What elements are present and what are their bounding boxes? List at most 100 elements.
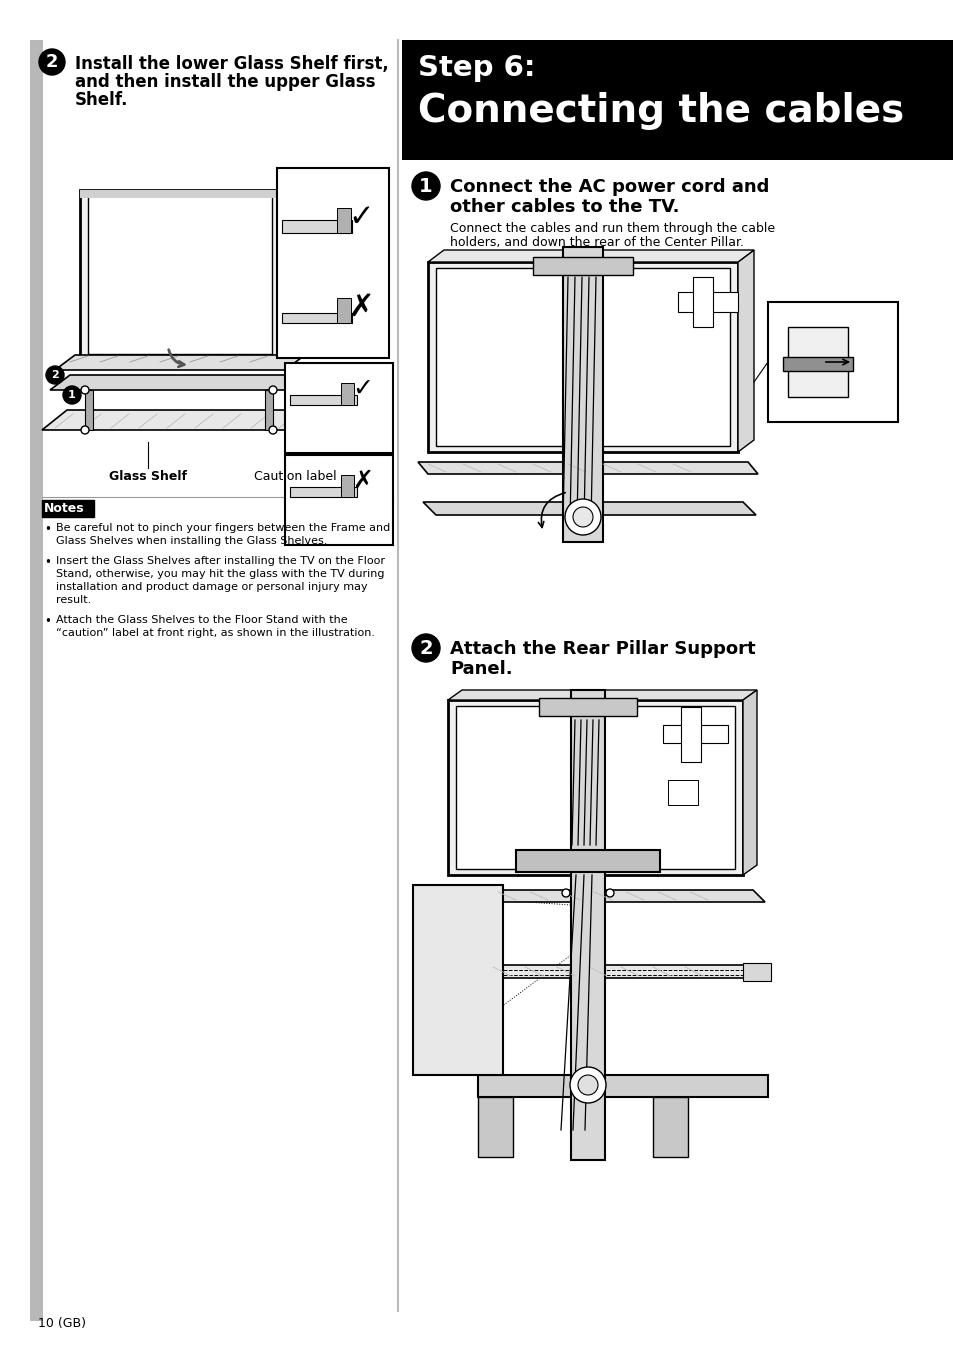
- Circle shape: [269, 426, 276, 434]
- Bar: [652, 1097, 687, 1156]
- Bar: [562, 247, 602, 542]
- Text: and then install the upper Glass: and then install the upper Glass: [75, 73, 375, 91]
- Bar: [340, 382, 354, 405]
- Bar: [667, 780, 698, 805]
- Polygon shape: [742, 690, 757, 875]
- Polygon shape: [477, 965, 770, 978]
- Bar: [336, 208, 351, 232]
- Text: ✗: ✗: [348, 293, 374, 322]
- Bar: [782, 357, 852, 372]
- Bar: [678, 292, 738, 312]
- Bar: [276, 168, 389, 358]
- Bar: [88, 196, 272, 354]
- Circle shape: [81, 386, 89, 394]
- Polygon shape: [448, 690, 757, 700]
- Bar: [340, 476, 354, 497]
- Text: •: •: [44, 615, 51, 628]
- Text: Attach the Rear Pillar Support: Attach the Rear Pillar Support: [450, 640, 755, 658]
- Text: other cables to the TV.: other cables to the TV.: [450, 199, 679, 216]
- Circle shape: [269, 386, 276, 394]
- Polygon shape: [482, 890, 764, 902]
- Circle shape: [39, 49, 65, 76]
- Polygon shape: [290, 394, 356, 405]
- Bar: [428, 262, 738, 453]
- Bar: [448, 700, 742, 875]
- Text: Caution label: Caution label: [253, 470, 336, 484]
- Bar: [80, 190, 280, 359]
- Circle shape: [412, 634, 439, 662]
- Bar: [516, 850, 659, 871]
- Polygon shape: [422, 503, 755, 515]
- Circle shape: [578, 1075, 598, 1096]
- Bar: [42, 500, 94, 517]
- Circle shape: [561, 889, 569, 897]
- Bar: [787, 327, 847, 397]
- Bar: [767, 303, 897, 422]
- Circle shape: [564, 499, 600, 535]
- Bar: [477, 1097, 513, 1156]
- Bar: [265, 390, 273, 430]
- Bar: [285, 455, 393, 544]
- Text: Notes: Notes: [44, 503, 85, 515]
- Text: Stand, otherwise, you may hit the glass with the TV during: Stand, otherwise, you may hit the glass …: [56, 569, 384, 580]
- Circle shape: [63, 386, 81, 404]
- Bar: [662, 725, 727, 743]
- Bar: [477, 1075, 767, 1097]
- Text: 2: 2: [51, 370, 59, 380]
- Bar: [456, 707, 734, 869]
- Text: ✓: ✓: [352, 377, 374, 401]
- Circle shape: [605, 889, 614, 897]
- Circle shape: [81, 426, 89, 434]
- Bar: [30, 41, 43, 1321]
- Polygon shape: [42, 409, 314, 430]
- Text: Connect the AC power cord and: Connect the AC power cord and: [450, 178, 768, 196]
- Text: 10 (GB): 10 (GB): [38, 1316, 86, 1329]
- Text: Shelf.: Shelf.: [75, 91, 129, 109]
- Circle shape: [569, 1067, 605, 1102]
- Text: Connecting the cables: Connecting the cables: [417, 92, 903, 130]
- Bar: [742, 963, 770, 981]
- Circle shape: [573, 507, 593, 527]
- Text: Attach the Glass Shelves to the Floor Stand with the: Attach the Glass Shelves to the Floor St…: [56, 615, 347, 626]
- Text: installation and product damage or personal injury may: installation and product damage or perso…: [56, 582, 367, 592]
- Text: Glass Shelves when installing the Glass Shelves.: Glass Shelves when installing the Glass …: [56, 536, 327, 546]
- Bar: [533, 257, 633, 276]
- Bar: [401, 41, 953, 159]
- Text: holders, and down the rear of the Center Pillar.: holders, and down the rear of the Center…: [450, 236, 743, 249]
- Bar: [680, 707, 700, 762]
- Text: ✗: ✗: [352, 469, 374, 493]
- Text: Install the lower Glass Shelf first,: Install the lower Glass Shelf first,: [75, 55, 388, 73]
- Polygon shape: [282, 220, 352, 232]
- Text: Panel.: Panel.: [450, 661, 512, 678]
- Text: 1: 1: [68, 390, 76, 400]
- Bar: [436, 267, 729, 446]
- Text: Step 6:: Step 6:: [417, 54, 535, 82]
- Bar: [80, 190, 280, 199]
- Bar: [85, 390, 92, 430]
- Bar: [336, 299, 351, 323]
- Text: result.: result.: [56, 594, 91, 605]
- Polygon shape: [55, 355, 305, 370]
- Text: 1: 1: [418, 177, 433, 196]
- Text: “caution” label at front right, as shown in the illustration.: “caution” label at front right, as shown…: [56, 628, 375, 638]
- Text: ✓: ✓: [348, 203, 374, 232]
- Polygon shape: [738, 250, 753, 453]
- Text: Connect the cables and run them through the cable: Connect the cables and run them through …: [450, 222, 774, 235]
- Text: 2: 2: [46, 53, 58, 72]
- Text: •: •: [44, 523, 51, 536]
- Bar: [413, 885, 502, 1075]
- Bar: [538, 698, 637, 716]
- Circle shape: [46, 366, 64, 384]
- Text: Insert the Glass Shelves after installing the TV on the Floor: Insert the Glass Shelves after installin…: [56, 557, 385, 566]
- Bar: [571, 690, 604, 1161]
- Polygon shape: [50, 376, 305, 390]
- Polygon shape: [417, 462, 758, 474]
- Text: •: •: [44, 557, 51, 569]
- Polygon shape: [282, 313, 352, 323]
- Text: Glass Shelf: Glass Shelf: [109, 470, 187, 484]
- Text: 2: 2: [418, 639, 433, 658]
- Polygon shape: [428, 250, 753, 262]
- Circle shape: [412, 172, 439, 200]
- Text: Be careful not to pinch your fingers between the Frame and: Be careful not to pinch your fingers bet…: [56, 523, 390, 534]
- Bar: [692, 277, 712, 327]
